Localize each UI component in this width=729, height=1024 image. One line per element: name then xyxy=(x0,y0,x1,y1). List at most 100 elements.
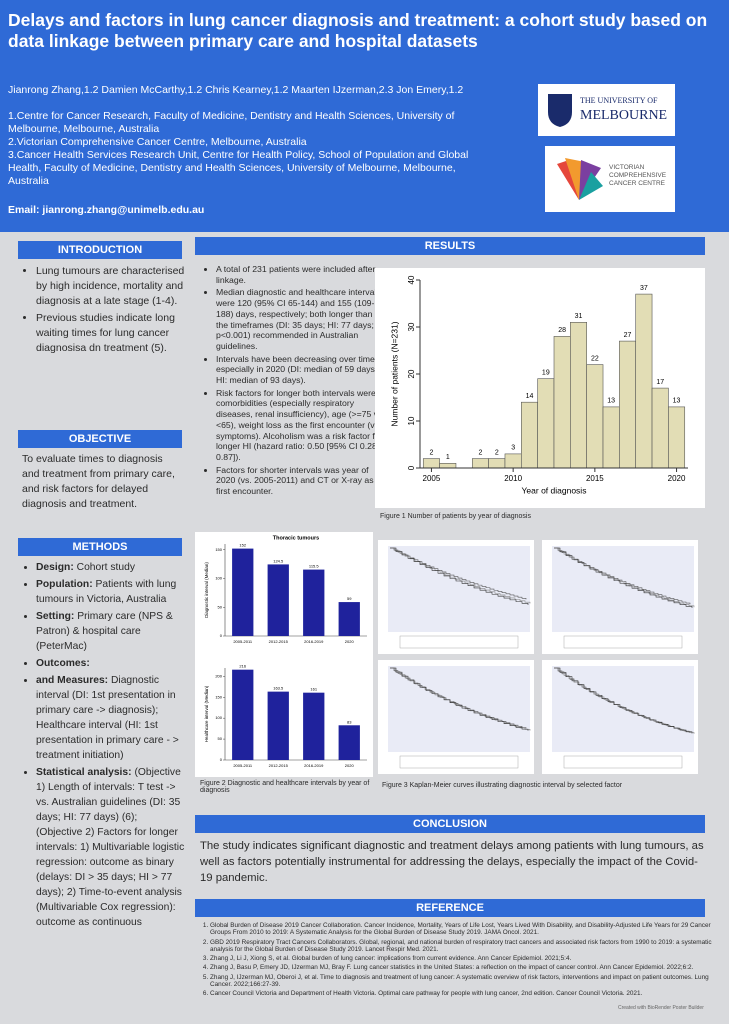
x-tick-label: 2010 xyxy=(504,474,522,483)
caption: Figure 2 Diagnostic and healthcare inter… xyxy=(200,780,370,794)
logo-text: MELBOURNE xyxy=(580,108,668,123)
section-heading: CONCLUSION xyxy=(195,815,705,833)
bar xyxy=(504,453,522,469)
bar xyxy=(303,569,325,636)
bar xyxy=(267,691,289,760)
reference: Cancer Council Victoria and Department o… xyxy=(210,990,722,997)
method-label: Statistical analysis: xyxy=(36,767,132,778)
figure3 xyxy=(378,540,698,774)
intro-list: Lung tumours are characterised by high i… xyxy=(22,264,186,358)
data-label: 83 xyxy=(347,719,352,724)
method-label: Setting: xyxy=(36,611,75,622)
data-label: 2 xyxy=(429,449,433,456)
km-curve xyxy=(554,547,695,608)
bar xyxy=(303,692,325,760)
x-tick-label: 2020 xyxy=(345,639,355,644)
y-axis-label: Healthcare interval (Median) xyxy=(204,685,209,742)
logo-vccc: VICTORIAN COMPREHENSIVE CANCER CENTRE xyxy=(545,146,675,212)
figure1-panel: 2 1 2 2 3 14 19 28 31 22 13 27 37 17 13 0 10 20 30 40 2005 20… xyxy=(375,268,705,508)
km-legend xyxy=(563,755,683,769)
km-legend xyxy=(399,755,519,769)
x-tick-label: 2005-2011 xyxy=(233,639,253,644)
reference: Zhang J, Li J, Xiong S, et al. Global bu… xyxy=(210,955,722,962)
logo-line: CANCER CENTRE xyxy=(609,180,665,187)
bar xyxy=(471,458,489,469)
data-label: 152 xyxy=(239,543,246,548)
bar xyxy=(602,406,620,469)
affiliation: 3.Cancer Health Services Research Unit, … xyxy=(8,149,469,187)
figure2-panel: Thoracic tumours 0 50 100 150 152 2005-2011 124… xyxy=(195,532,373,777)
data-label: 37 xyxy=(640,285,648,292)
data-label: 31 xyxy=(575,313,583,320)
data-label: 13 xyxy=(607,398,615,405)
y-axis-label: Diagnostic interval (Median) xyxy=(204,562,209,618)
x-tick-label: 2016-2019 xyxy=(304,763,324,768)
reference: Zhang J, IJzerman MJ, Oberoi J, et al. T… xyxy=(210,974,722,989)
method-item: Statistical analysis: (Objective 1) Leng… xyxy=(36,765,186,930)
bar xyxy=(338,602,360,636)
km-curve xyxy=(390,547,529,605)
data-label: 17 xyxy=(656,379,664,386)
km-plot xyxy=(388,666,530,752)
bar xyxy=(553,336,571,469)
x-axis-label: Year of diagnosis xyxy=(522,485,587,495)
method-label: Outcomes: xyxy=(36,658,90,669)
km-curve xyxy=(390,667,531,731)
bullet: Previous studies indicate long waiting t… xyxy=(36,311,186,356)
data-label: 59 xyxy=(347,596,352,601)
data-label: 27 xyxy=(624,332,632,339)
bar xyxy=(570,321,587,469)
bar xyxy=(338,725,360,760)
logo-melbourne: THE UNIVERSITY OF MELBOURNE xyxy=(538,84,675,136)
bullet: Factors for shorter intervals was year o… xyxy=(216,465,386,497)
methods-list: Design: Cohort study Population: Patients… xyxy=(22,560,186,932)
bar xyxy=(439,463,457,469)
method-label: and Measures: xyxy=(36,675,109,686)
crest xyxy=(548,94,572,127)
bar xyxy=(668,406,686,469)
method-text: Cohort study xyxy=(76,562,136,573)
bar xyxy=(635,293,653,469)
km-plot xyxy=(552,546,694,632)
bar xyxy=(267,564,289,636)
reference: Zhang J, Basu P, Emery JD, IJzerman MJ, … xyxy=(210,964,722,971)
email: Email: jianrong.zhang@unimelb.edu.au xyxy=(8,204,205,216)
bullet: A total of 231 patients were included af… xyxy=(216,264,386,285)
figure2-top: Thoracic tumours 0 50 100 150 152 2005-2011 124… xyxy=(204,535,367,644)
bar xyxy=(232,669,254,760)
affiliations: 1.Centre for Cancer Research, Faculty of… xyxy=(8,110,498,188)
logo-line: COMPREHENSIVE xyxy=(609,172,667,179)
data-label: 216 xyxy=(239,664,246,669)
bullet: Risk factors for longer both intervals w… xyxy=(216,388,386,463)
bullet: Lung tumours are characterised by high i… xyxy=(36,264,186,309)
y-axis-label: Number of patients (N=231) xyxy=(389,321,399,426)
bar xyxy=(488,458,506,469)
y-tick-label: 50 xyxy=(218,604,223,609)
bar xyxy=(422,458,440,469)
data-label: 22 xyxy=(591,355,599,362)
km-curve xyxy=(554,547,693,608)
y-tick-label: 0 xyxy=(220,757,223,762)
km-legend xyxy=(563,635,683,649)
method-label: Design: xyxy=(36,562,74,573)
bar xyxy=(619,340,637,469)
km-plot xyxy=(388,546,530,632)
x-tick-label: 2005-2011 xyxy=(233,763,253,768)
bullet: Median diagnostic and healthcare interva… xyxy=(216,287,386,351)
method-text: Primary care (NPS & Patron) & hospital c… xyxy=(36,611,173,652)
method-item: Setting: Primary care (NPS & Patron) & h… xyxy=(36,609,186,654)
method-item: Population: Patients with lung tumours i… xyxy=(36,577,186,607)
bar xyxy=(521,401,538,469)
data-label: 163.5 xyxy=(273,686,284,691)
chart-title: Thoracic tumours xyxy=(273,535,319,541)
method-text: Diagnostic interval (DI: 1st presentatio… xyxy=(36,675,179,761)
section-heading: METHODS xyxy=(18,538,182,556)
data-label: 161 xyxy=(310,687,317,692)
caption: Figure 3 Kaplan-Meier curves illustratin… xyxy=(382,782,623,789)
km-curve xyxy=(554,667,693,734)
header: Delays and factors in lung cancer diagno… xyxy=(0,0,729,232)
results-list: A total of 231 patients were included af… xyxy=(202,264,386,499)
authors: Jianrong Zhang,1.2 Damien McCarthy,1.2 C… xyxy=(8,84,464,96)
